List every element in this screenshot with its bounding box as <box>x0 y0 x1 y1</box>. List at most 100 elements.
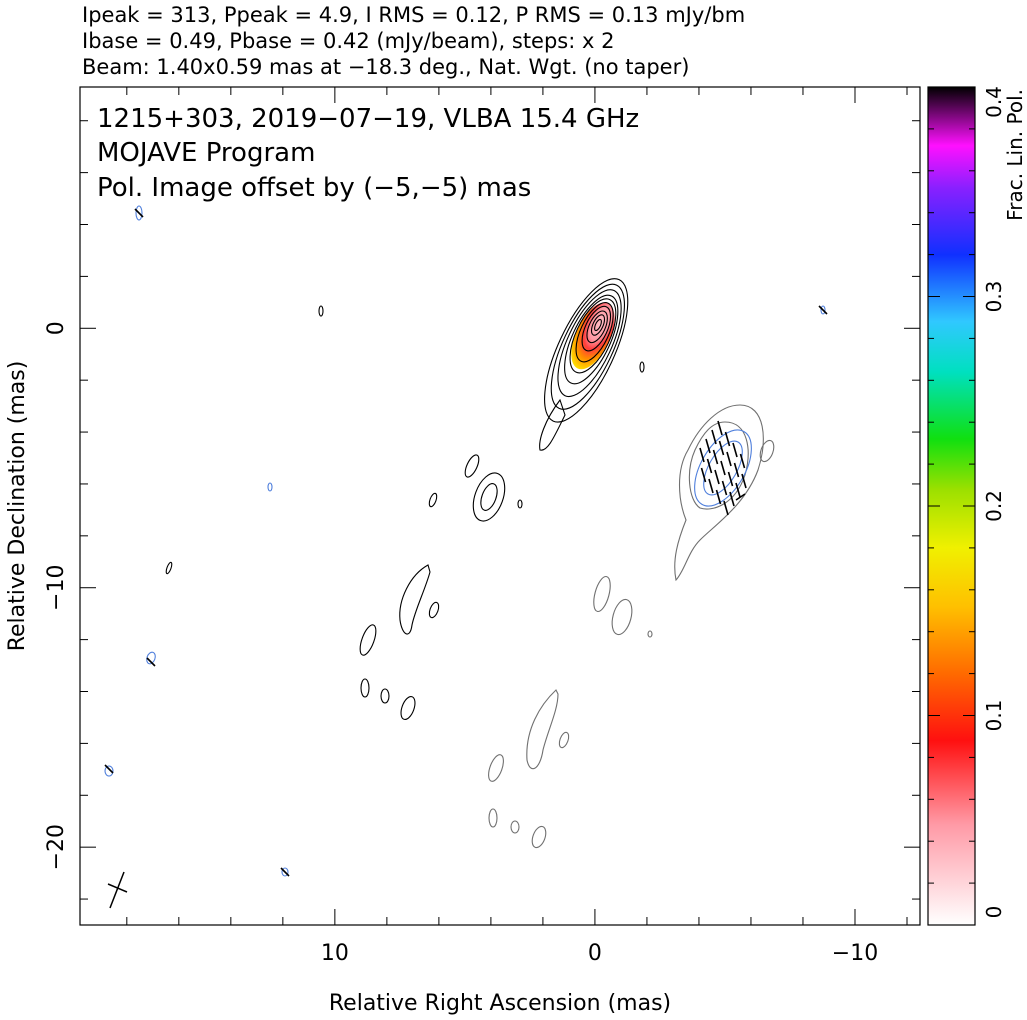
pol-contour <box>267 482 273 492</box>
evpa-tick <box>735 493 746 501</box>
pol-contour <box>703 440 743 496</box>
evpa-tick <box>146 657 156 667</box>
evpa-tick <box>724 431 731 447</box>
pol-contour <box>281 867 289 877</box>
jet-contour <box>380 688 390 704</box>
y-axis-label: Relative Declination (mas) <box>5 361 30 652</box>
jet-contour <box>428 601 440 619</box>
evpa-tick <box>721 480 728 496</box>
evpa-tick <box>732 442 738 458</box>
evpa-tick <box>700 467 707 483</box>
core-contour <box>581 305 612 352</box>
offset-contour <box>759 439 775 463</box>
pol-contour <box>820 305 826 315</box>
jet-contour <box>318 305 324 317</box>
jet-contour <box>639 361 645 373</box>
evpa-tick <box>712 449 719 465</box>
y-tick-label: −20 <box>44 824 69 870</box>
colorbar-tick-label: 0 <box>982 906 1006 919</box>
core-contour <box>544 278 629 423</box>
core-contours <box>544 278 629 423</box>
offset-contour <box>647 630 653 638</box>
jet-contours <box>165 305 645 721</box>
evpa-tick <box>733 462 740 478</box>
pol-contour <box>135 205 143 221</box>
evpa-tick <box>705 438 711 454</box>
jet-contour <box>480 483 498 511</box>
jet-contour <box>165 561 173 575</box>
x-axis-label: Relative Right Ascension (mas) <box>329 991 671 1016</box>
jet-contour <box>400 695 416 721</box>
offset-contour <box>688 421 749 510</box>
evpa-tick <box>717 420 723 436</box>
evpa-tick <box>715 489 722 505</box>
core-fill <box>571 302 615 370</box>
offset-contours <box>488 404 775 849</box>
colorbar-tick-label: 0.1 <box>982 700 1006 732</box>
evpa-tick <box>723 500 729 516</box>
evpa-tick <box>727 471 734 487</box>
offset-contour <box>488 754 504 782</box>
core-contour <box>557 289 622 398</box>
evpa-tick <box>729 491 735 507</box>
pol-contour <box>104 765 114 777</box>
evpa-tick <box>718 440 725 456</box>
pol-contour <box>694 429 752 507</box>
core-contour <box>564 294 619 385</box>
header-line-2: Ibase = 0.49, Pbase = 0.42 (mJy/beam), s… <box>82 29 614 53</box>
jet-contour <box>428 492 438 508</box>
program-annotation: MOJAVE Program <box>97 138 315 168</box>
offset-contour <box>488 808 498 828</box>
axis-ticks <box>80 87 920 925</box>
jet-contour <box>464 454 480 478</box>
core-contour <box>550 283 626 410</box>
offset-contour <box>526 689 559 770</box>
core-contour <box>586 310 608 344</box>
evpa-tick <box>720 460 726 476</box>
offset-contour <box>611 598 633 636</box>
pol-contour <box>146 651 156 665</box>
evpa-tick <box>706 458 713 474</box>
offset-annotation: Pol. Image offset by (−5,−5) mas <box>97 173 531 203</box>
y-tick-label: −10 <box>44 565 69 611</box>
x-tick-label: 10 <box>321 941 349 966</box>
offset-contour <box>558 731 570 749</box>
evpa-tick <box>741 473 747 489</box>
jet-contour <box>359 624 377 656</box>
evpa-tick <box>699 447 705 463</box>
core-contour <box>569 298 617 374</box>
x-tick-label: 0 <box>588 941 602 966</box>
offset-contour <box>593 575 611 613</box>
y-tick-label: 0 <box>44 321 69 335</box>
colorbar-tick-label: 0.2 <box>982 490 1006 522</box>
offset-contour <box>531 825 547 849</box>
header-line-1: Ipeak = 313, Ppeak = 4.9, I RMS = 0.12, … <box>82 3 745 27</box>
beam-major-axis <box>109 871 125 909</box>
beam-marker <box>107 871 128 909</box>
evpa-tick <box>714 469 720 485</box>
evpa-tick <box>735 482 741 498</box>
evpa-tick <box>726 451 732 467</box>
core-contour <box>590 314 606 336</box>
colorbar-label: Frac. Lin. Pol. <box>1003 89 1027 221</box>
x-tick-labels: 10 0 −10 <box>321 941 878 966</box>
offset-contour <box>674 404 764 582</box>
evpa-tick <box>711 429 717 445</box>
x-tick-label: −10 <box>832 941 878 966</box>
jet-contour <box>399 564 431 635</box>
evpa-tick <box>134 208 144 218</box>
evpa-tick <box>739 453 746 469</box>
evpa-tick <box>280 867 290 877</box>
evpa-tick <box>708 478 714 494</box>
jet-contour <box>517 499 523 509</box>
core-contour <box>575 302 614 363</box>
colorbar-tick-label: 0.4 <box>982 86 1006 118</box>
core-tail-contour <box>539 398 566 451</box>
core-contour <box>594 318 602 332</box>
colorbar-tick-label: 0.3 <box>982 281 1006 313</box>
evpa-ticks <box>104 208 828 877</box>
evpa-tick <box>818 305 828 315</box>
colorbar-ticks: 0 0.1 0.2 0.3 0.4 <box>928 86 1006 926</box>
evpa-tick <box>104 764 114 774</box>
